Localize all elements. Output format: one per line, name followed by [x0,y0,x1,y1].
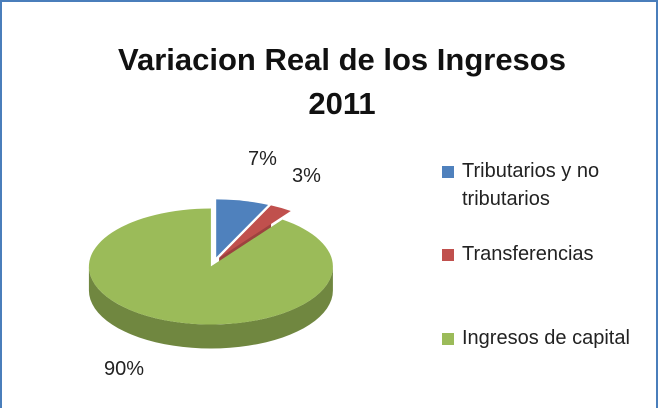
chart-title: Variacion Real de los Ingresos 2011 [118,42,566,121]
data-label: 7% [248,148,277,170]
slice [219,205,291,258]
legend-label: Tributarios y no tributarios [462,160,600,210]
legend-label: Ingresos de capital [462,327,630,349]
slice [88,208,333,325]
legend-label: Transferencias [462,243,594,265]
slice [216,199,269,258]
legend-swatch [442,249,454,261]
data-label: 3% [292,165,321,187]
legend-swatch [442,333,454,345]
legend-swatch [442,166,454,178]
data-label: 90% [104,358,145,380]
slice-side [88,266,333,349]
